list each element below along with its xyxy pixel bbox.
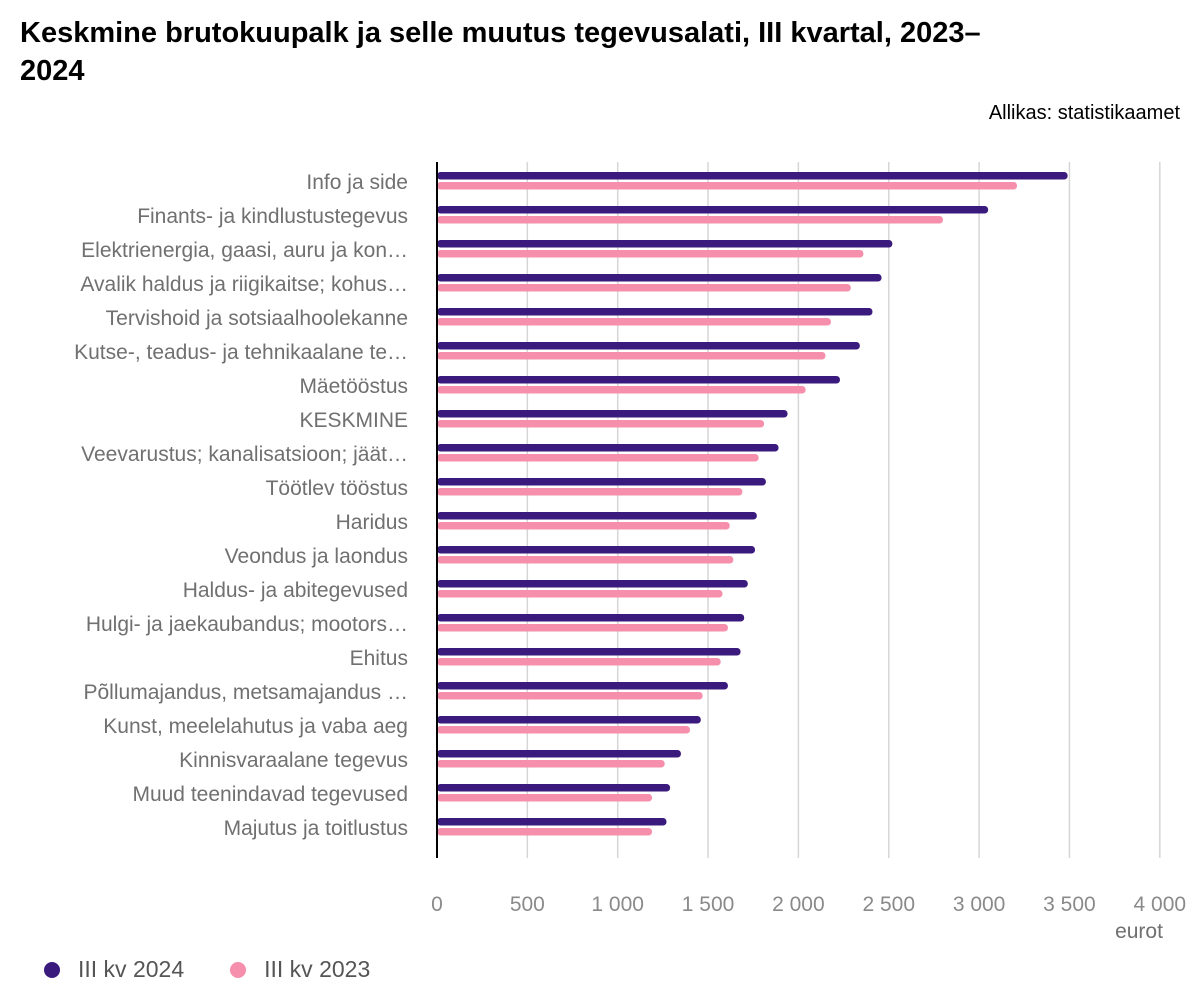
x-axis-ticks: 0 500 1 000 1 500 2 000 2 500 3 000 3 500 4 000	[431, 893, 1186, 916]
category-label: Majutus ja toitlustus	[224, 817, 408, 840]
legend-label-2023: III kv 2023	[264, 956, 371, 982]
category-label: Finants- ja kindlustustegevus	[137, 205, 408, 228]
category-labels: Info ja side Finants- ja kindlustustegevu…	[74, 171, 408, 840]
bar-2023[interactable]	[437, 760, 665, 768]
x-tick-label: 3 500	[1043, 893, 1096, 916]
bar-2024[interactable]	[437, 410, 788, 418]
bar-2023[interactable]	[437, 386, 806, 394]
category-label: Info ja side	[306, 171, 408, 194]
bar-2024[interactable]	[437, 206, 989, 214]
bar-2023[interactable]	[437, 488, 743, 496]
bar-2023[interactable]	[437, 454, 759, 462]
x-axis-unit: eurot	[1115, 920, 1163, 943]
source-label: Allikas: statistikaamet	[988, 102, 1180, 124]
bar-2023[interactable]	[437, 420, 765, 428]
legend-item-2024[interactable]: III kv 2024	[44, 956, 184, 983]
category-label: Elektrienergia, gaasi, auru ja kon…	[81, 239, 408, 262]
category-label: Mäetööstus	[299, 375, 408, 398]
bar-2024[interactable]	[437, 444, 779, 452]
category-label: Põllumajandus, metsamajandus …	[84, 681, 409, 704]
chart-title: Keskmine brutokuupalk ja selle muutus te…	[20, 17, 981, 87]
x-tick-label: 1 500	[682, 893, 735, 916]
bar-2023[interactable]	[437, 182, 1018, 190]
bar-2024[interactable]	[437, 240, 893, 248]
category-label: Tervishoid ja sotsiaalhoolekanne	[106, 307, 408, 330]
bar-2023[interactable]	[437, 624, 728, 632]
bar-2024[interactable]	[437, 512, 757, 520]
x-tick-label: 4 000	[1134, 893, 1187, 916]
bar-2023[interactable]	[437, 522, 730, 530]
legend: III kv 2024 III kv 2023	[44, 956, 370, 983]
category-label: Kunst, meelelahutus ja vaba aeg	[103, 715, 408, 738]
bar-2023[interactable]	[437, 284, 851, 292]
bar-2024[interactable]	[437, 682, 728, 690]
bar-2024[interactable]	[437, 580, 748, 588]
category-label: Kutse-, teadus- ja tehnikaalane te…	[74, 341, 408, 364]
bar-2024[interactable]	[437, 274, 882, 282]
bar-2023[interactable]	[437, 590, 723, 598]
legend-label-2024: III kv 2024	[78, 956, 185, 982]
category-label: Töötlev tööstus	[266, 477, 408, 500]
category-label: Hulgi- ja jaekaubandus; mootors…	[86, 613, 408, 636]
bar-2023[interactable]	[437, 250, 864, 258]
bars	[437, 172, 1068, 836]
bar-2024[interactable]	[437, 376, 840, 384]
x-tick-label: 1 000	[591, 893, 644, 916]
category-label: Veondus ja laondus	[225, 545, 408, 568]
bar-2024[interactable]	[437, 308, 873, 316]
x-tick-label: 500	[510, 893, 545, 916]
x-tick-label: 2 000	[772, 893, 825, 916]
bar-2024[interactable]	[437, 784, 671, 792]
category-label: Kinnisvaraalane tegevus	[179, 749, 408, 772]
bar-2023[interactable]	[437, 794, 653, 802]
category-label: KESKMINE	[299, 409, 408, 432]
bar-2024[interactable]	[437, 614, 745, 622]
legend-dot-2024	[44, 961, 60, 978]
category-label: Muud teenindavad tegevused	[132, 783, 408, 806]
x-tick-label: 0	[431, 893, 443, 916]
bar-2023[interactable]	[437, 658, 721, 666]
x-tick-label: 3 000	[953, 893, 1006, 916]
legend-dot-2023	[230, 961, 247, 978]
category-label: Avalik haldus ja riigikaitse; kohus…	[80, 273, 408, 296]
bar-2023[interactable]	[437, 556, 734, 564]
category-label: Veevarustus; kanalisatsioon; jäät…	[81, 443, 408, 466]
bar-2024[interactable]	[437, 716, 701, 724]
bar-2023[interactable]	[437, 692, 703, 700]
bar-2023[interactable]	[437, 216, 943, 224]
x-tick-label: 2 500	[862, 893, 915, 916]
bar-2024[interactable]	[437, 818, 667, 826]
bar-2023[interactable]	[437, 828, 653, 836]
category-label: Haridus	[336, 511, 408, 534]
bar-2024[interactable]	[437, 478, 766, 486]
legend-item-2023[interactable]: III kv 2023	[230, 956, 370, 983]
bar-2024[interactable]	[437, 546, 756, 554]
category-label: Haldus- ja abitegevused	[183, 579, 408, 602]
bar-2023[interactable]	[437, 726, 690, 734]
bar-2024[interactable]	[437, 750, 681, 758]
bar-2023[interactable]	[437, 352, 826, 360]
bar-2024[interactable]	[437, 172, 1068, 180]
bar-2023[interactable]	[437, 318, 831, 326]
bar-2024[interactable]	[437, 342, 860, 350]
category-label: Ehitus	[350, 647, 408, 670]
bar-2024[interactable]	[437, 648, 741, 656]
